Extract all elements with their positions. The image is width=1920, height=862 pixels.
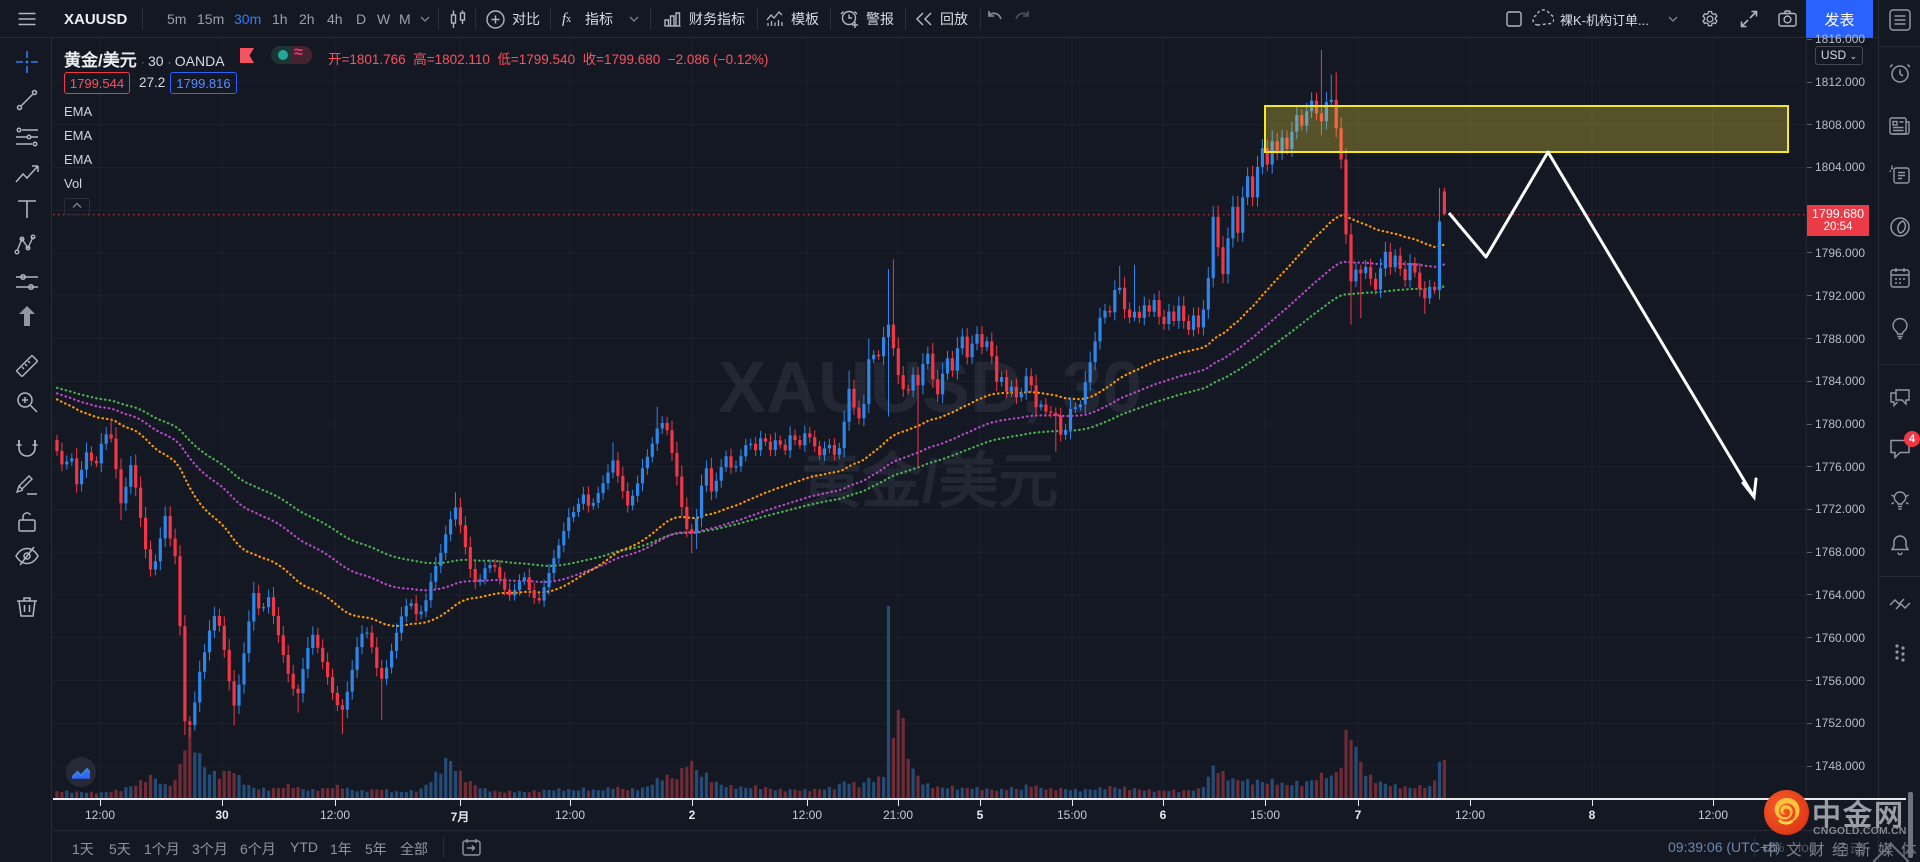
svg-text:黄金/美元: 黄金/美元 [802, 448, 1059, 515]
svg-text:XAUUSD, 30: XAUUSD, 30 [718, 348, 1142, 428]
